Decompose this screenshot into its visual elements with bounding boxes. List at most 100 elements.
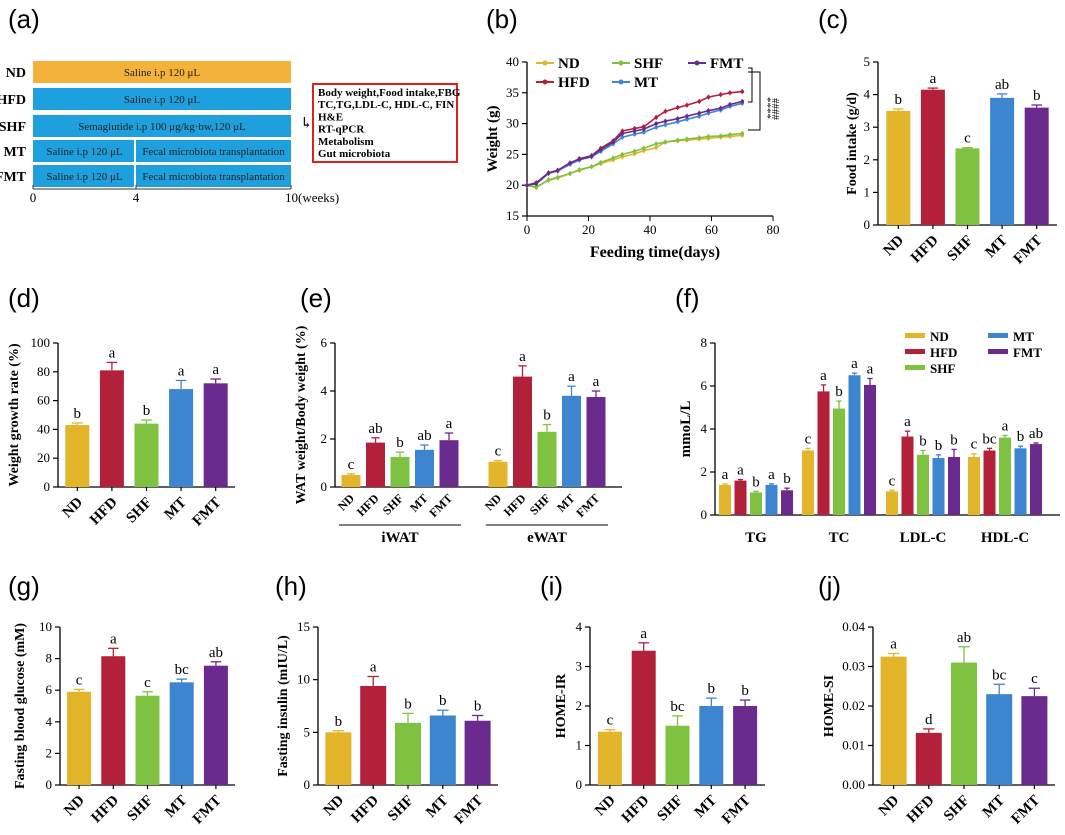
significance-letter: b (143, 403, 151, 419)
x-tick-label: 40 (644, 222, 657, 237)
data-point-fmt (555, 168, 560, 173)
legend-swatch (905, 349, 925, 354)
mt-bar (169, 682, 194, 785)
data-point-shf (685, 137, 689, 141)
x-category-label: ND (876, 792, 903, 819)
data-point-fmt (663, 119, 668, 123)
panel-e: 0246cNDabHFDbSHFabMTaFMTiWATcNDaHFDbSHFa… (294, 325, 622, 546)
y-tick-label: 25 (506, 146, 519, 161)
x-tick-label: 0 (524, 222, 531, 237)
significance-letter: b (474, 698, 482, 714)
significance-letter: a (867, 361, 874, 377)
y-axis-label: WAT weight/Body weight (%) (294, 325, 309, 504)
data-point-fmt (546, 171, 551, 175)
x-category-label: MT (983, 233, 1011, 261)
timeline-tick-label: 10(weeks) (285, 190, 339, 205)
data-point-fmt (718, 106, 723, 110)
y-tick-label: 6 (701, 378, 708, 393)
hfd-bar (366, 442, 385, 487)
mt-bar (429, 715, 456, 785)
significance-letter: a (110, 631, 117, 647)
mt-bar (765, 484, 778, 515)
significance-letter: c (348, 457, 355, 473)
outcomes-box (312, 83, 458, 163)
significance-letter: a (370, 660, 377, 676)
y-tick-label: 0 (701, 507, 708, 522)
x-category-label: FMT (573, 491, 602, 520)
data-point-hfd (675, 105, 680, 110)
fmt-bar (439, 440, 459, 487)
nd-bar (488, 461, 508, 487)
data-point-hfd (685, 103, 689, 107)
y-tick-label: 0.01 (842, 738, 865, 753)
legend-swatch (905, 333, 925, 338)
significance-letter: ab (368, 421, 382, 437)
legend-swatch (988, 333, 1008, 338)
hfd-bar (631, 650, 656, 785)
data-point-shf (555, 176, 560, 180)
data-point-shf (568, 171, 572, 176)
significance-letter: a (930, 71, 937, 87)
significance-letter: c (607, 713, 614, 729)
timeline-bar-text: Saline i.p 120 μL (46, 171, 122, 183)
data-point-fmt (632, 129, 637, 133)
data-point-fmt (589, 154, 594, 159)
significance-letter: b (335, 714, 343, 730)
timeline-bar-text: Fecal microbiota transplantation (142, 171, 285, 183)
y-tick-label: 2 (864, 152, 871, 167)
mt-bar (848, 375, 861, 515)
x-category-label: SHF (944, 233, 976, 265)
data-point-fmt (611, 140, 615, 144)
fmt-bar (1030, 444, 1042, 515)
significance-letter: b (919, 434, 927, 450)
x-category-label: ND (321, 792, 348, 819)
y-tick-label: 30 (506, 116, 519, 131)
outcome-text: Gut microbiota (318, 148, 391, 160)
panel-a-timeline: ND Saline i.p 120 μL HFD Saline i.p 120 μL S… (0, 61, 461, 205)
legend-label: MT (634, 75, 658, 91)
significance-letter: c (964, 131, 971, 147)
legend-marker (618, 60, 624, 66)
y-axis-label: mmoL/L (678, 401, 694, 458)
nd-bar (880, 656, 907, 785)
nd-bar (886, 110, 911, 225)
data-point-mt (685, 117, 689, 122)
group-label: HDL-C (981, 530, 1029, 546)
significance-letter: b (741, 683, 749, 699)
fmt-bar (1021, 696, 1048, 785)
significance-letter: b (752, 474, 760, 490)
data-point-shf (697, 135, 701, 140)
significance-letter: a (109, 345, 116, 361)
y-tick-label: 5 (864, 54, 871, 69)
fmt-bar (586, 397, 606, 487)
data-point-fmt (568, 161, 572, 165)
x-category-label: SHF (124, 793, 156, 825)
y-tick-label: 35 (506, 85, 519, 100)
data-point-shf (675, 138, 680, 143)
shf-bar (665, 725, 690, 785)
series-line-mt (526, 102, 743, 186)
legend-label: SHF (634, 56, 663, 72)
mt-bar (932, 458, 945, 515)
panel-label: (a) (8, 4, 40, 34)
significance-mark: #### (769, 98, 781, 121)
timeline-bar-text: Saline i.p 120 μL (124, 67, 200, 79)
y-tick-label: 5 (304, 724, 311, 739)
data-point-mt (620, 135, 625, 139)
x-category-label: MT (423, 793, 451, 821)
x-category-label: SHF (380, 491, 406, 517)
legend-label: ND (558, 56, 580, 72)
data-point-hfd (728, 91, 732, 95)
legend-label: FMT (1013, 345, 1042, 360)
significance-letter: b (895, 92, 903, 108)
significance-bracket (748, 67, 753, 103)
significance-letter: b (935, 438, 943, 454)
nd-bar (597, 731, 622, 785)
timeline-tick-label: 4 (133, 190, 140, 205)
nd-bar (341, 475, 361, 487)
panel-i: 0 1 2 3 4 c ND a HFD bc SHF b MT b FMT HOME-IR (554, 619, 765, 827)
data-point-shf (534, 185, 539, 189)
nd-bar (719, 484, 731, 515)
fmt-bar (1024, 107, 1049, 225)
